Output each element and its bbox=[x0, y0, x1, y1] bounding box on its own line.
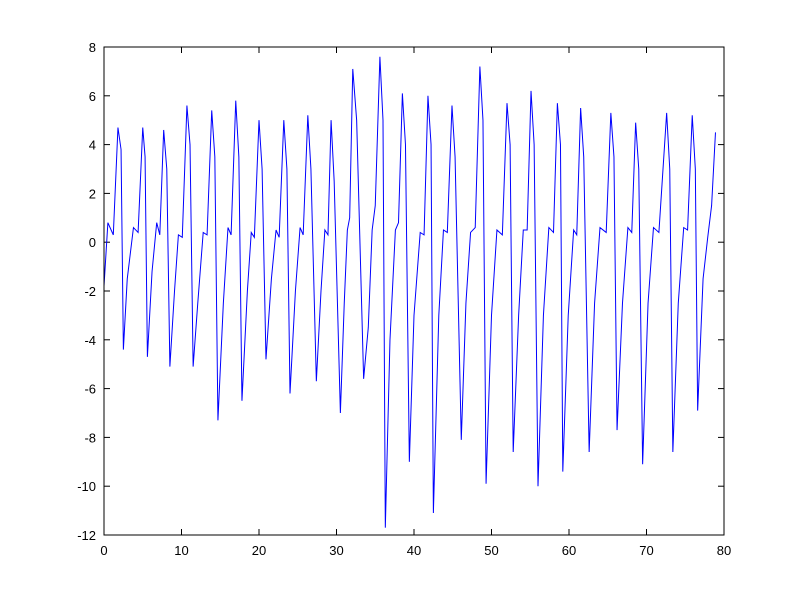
y-tick-label: 2 bbox=[89, 186, 96, 201]
y-tick-label: 8 bbox=[89, 40, 96, 55]
x-tick-label: 50 bbox=[484, 543, 498, 558]
plot-frame bbox=[103, 46, 725, 536]
x-tick-label: 10 bbox=[174, 543, 188, 558]
y-tick-label: 6 bbox=[89, 89, 96, 104]
data-line bbox=[103, 56, 716, 528]
y-tick-label: 0 bbox=[89, 235, 96, 250]
x-tick-label: 0 bbox=[100, 543, 107, 558]
x-tick-label: 70 bbox=[639, 543, 653, 558]
y-tick-label: -2 bbox=[84, 284, 96, 299]
y-tick-label: -6 bbox=[84, 382, 96, 397]
x-tick-label: 60 bbox=[562, 543, 576, 558]
x-tick-label: 40 bbox=[407, 543, 421, 558]
y-tick-label: -8 bbox=[84, 430, 96, 445]
y-tick-label: -10 bbox=[77, 479, 96, 494]
y-tick-label: 4 bbox=[89, 138, 96, 153]
y-tick-label: -4 bbox=[84, 333, 96, 348]
x-tick-label: 80 bbox=[717, 543, 731, 558]
x-tick-label: 30 bbox=[329, 543, 343, 558]
y-tick-label: -12 bbox=[77, 528, 96, 543]
x-tick-label: 20 bbox=[252, 543, 266, 558]
